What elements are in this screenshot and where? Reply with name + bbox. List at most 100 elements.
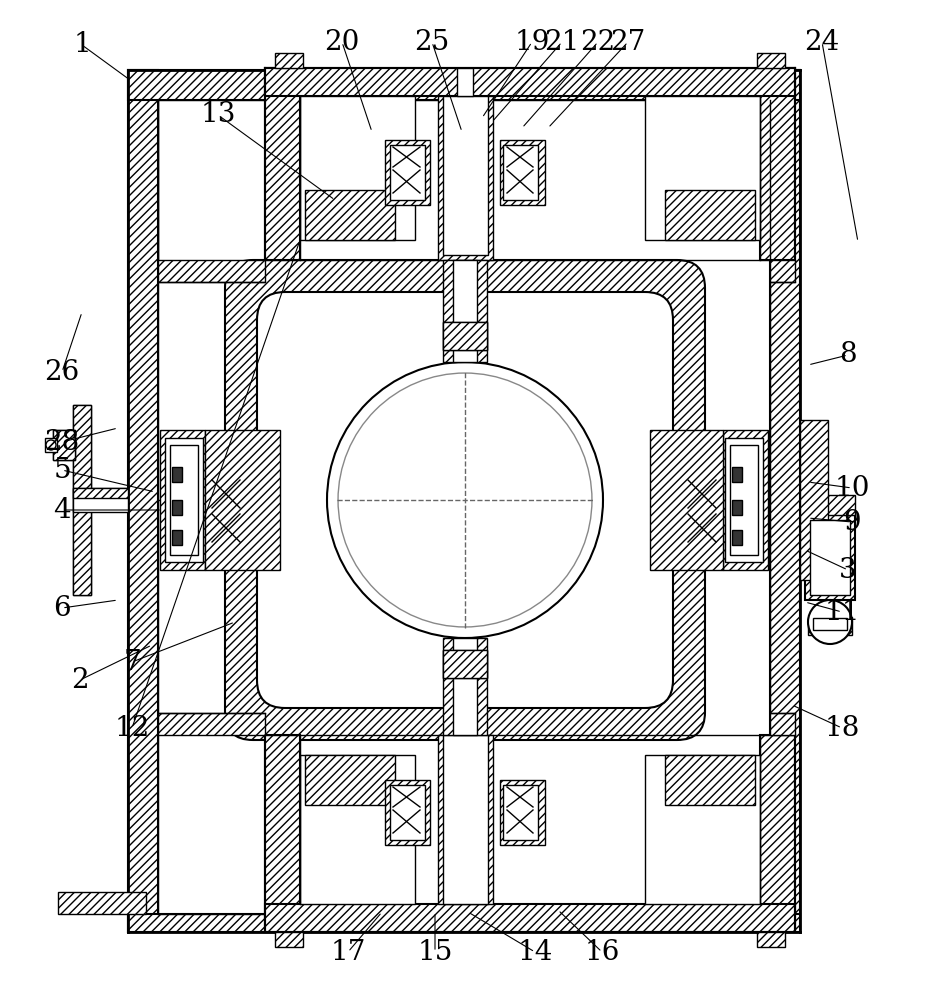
Bar xyxy=(165,438,203,562)
Bar xyxy=(665,190,755,240)
Circle shape xyxy=(327,362,603,638)
Bar xyxy=(808,617,852,635)
Bar xyxy=(443,650,487,678)
Bar xyxy=(503,145,538,200)
Text: 3: 3 xyxy=(839,556,857,584)
Bar xyxy=(58,892,146,914)
Text: 24: 24 xyxy=(804,28,840,55)
Bar xyxy=(810,520,850,595)
Bar xyxy=(265,68,300,260)
Text: 26: 26 xyxy=(45,359,80,385)
Bar xyxy=(453,260,477,362)
Text: 12: 12 xyxy=(114,714,150,742)
Bar xyxy=(172,500,182,515)
Text: 2: 2 xyxy=(72,666,88,694)
Text: 9: 9 xyxy=(844,508,861,536)
FancyBboxPatch shape xyxy=(257,292,673,708)
Bar xyxy=(443,322,487,350)
Text: 6: 6 xyxy=(53,594,71,621)
Bar xyxy=(732,500,742,515)
Bar xyxy=(730,445,758,555)
Bar xyxy=(770,260,795,282)
Text: 8: 8 xyxy=(839,342,857,368)
Bar xyxy=(385,780,430,845)
Bar xyxy=(73,488,128,512)
Bar xyxy=(305,755,395,805)
Bar xyxy=(172,467,182,482)
Circle shape xyxy=(808,600,852,644)
Bar xyxy=(438,735,493,904)
Bar xyxy=(160,430,205,570)
Bar xyxy=(757,53,785,68)
Bar xyxy=(757,932,785,947)
Bar xyxy=(723,430,768,570)
Bar xyxy=(645,96,760,240)
Text: 18: 18 xyxy=(824,714,859,742)
Bar xyxy=(305,190,395,240)
Text: 7: 7 xyxy=(123,648,140,676)
Bar xyxy=(732,530,742,545)
Text: 22: 22 xyxy=(580,28,616,55)
Bar xyxy=(170,445,198,555)
Text: 19: 19 xyxy=(514,28,550,55)
Bar xyxy=(300,755,415,904)
Bar xyxy=(390,145,425,200)
Bar xyxy=(732,467,742,482)
Bar xyxy=(300,96,415,240)
Bar xyxy=(53,430,75,460)
Bar xyxy=(760,68,795,260)
FancyBboxPatch shape xyxy=(225,260,705,740)
Text: 14: 14 xyxy=(517,938,552,966)
Bar xyxy=(443,96,488,255)
Bar xyxy=(172,530,182,545)
Bar xyxy=(443,735,488,904)
Bar xyxy=(453,638,477,735)
Bar xyxy=(443,650,487,678)
Bar xyxy=(760,735,795,932)
Bar xyxy=(500,780,545,845)
Bar xyxy=(805,495,855,515)
Bar xyxy=(128,914,800,932)
Bar xyxy=(205,430,280,570)
Bar xyxy=(53,430,75,460)
Bar xyxy=(805,515,855,600)
Bar xyxy=(390,785,425,840)
Text: 10: 10 xyxy=(834,475,870,502)
Bar xyxy=(265,68,795,96)
Text: 21: 21 xyxy=(544,28,579,55)
Bar xyxy=(645,755,760,904)
Text: 11: 11 xyxy=(824,598,859,626)
Bar xyxy=(128,70,158,932)
Text: 28: 28 xyxy=(45,428,80,456)
Bar xyxy=(438,96,493,260)
Bar xyxy=(443,322,487,350)
Bar xyxy=(275,53,303,68)
Bar xyxy=(725,438,763,562)
Bar xyxy=(158,713,265,735)
Bar xyxy=(128,70,800,100)
Bar xyxy=(385,140,430,205)
Text: 20: 20 xyxy=(325,28,360,55)
Text: 27: 27 xyxy=(610,28,645,55)
Bar xyxy=(770,713,795,735)
Text: 25: 25 xyxy=(415,28,449,55)
Bar xyxy=(73,405,91,595)
Bar xyxy=(457,68,473,96)
Bar xyxy=(500,140,545,205)
Circle shape xyxy=(46,440,56,450)
Bar xyxy=(275,932,303,947)
Bar xyxy=(45,438,57,452)
Bar xyxy=(800,420,828,580)
Text: 17: 17 xyxy=(330,938,365,966)
Bar xyxy=(265,735,300,932)
Bar xyxy=(443,638,487,735)
Bar xyxy=(73,405,91,595)
Text: 16: 16 xyxy=(584,938,619,966)
Bar xyxy=(770,70,800,932)
Bar xyxy=(650,430,723,570)
Bar xyxy=(265,904,795,932)
Bar xyxy=(73,488,128,498)
Bar xyxy=(813,618,847,630)
Text: 13: 13 xyxy=(200,102,235,128)
Text: 15: 15 xyxy=(418,938,453,966)
